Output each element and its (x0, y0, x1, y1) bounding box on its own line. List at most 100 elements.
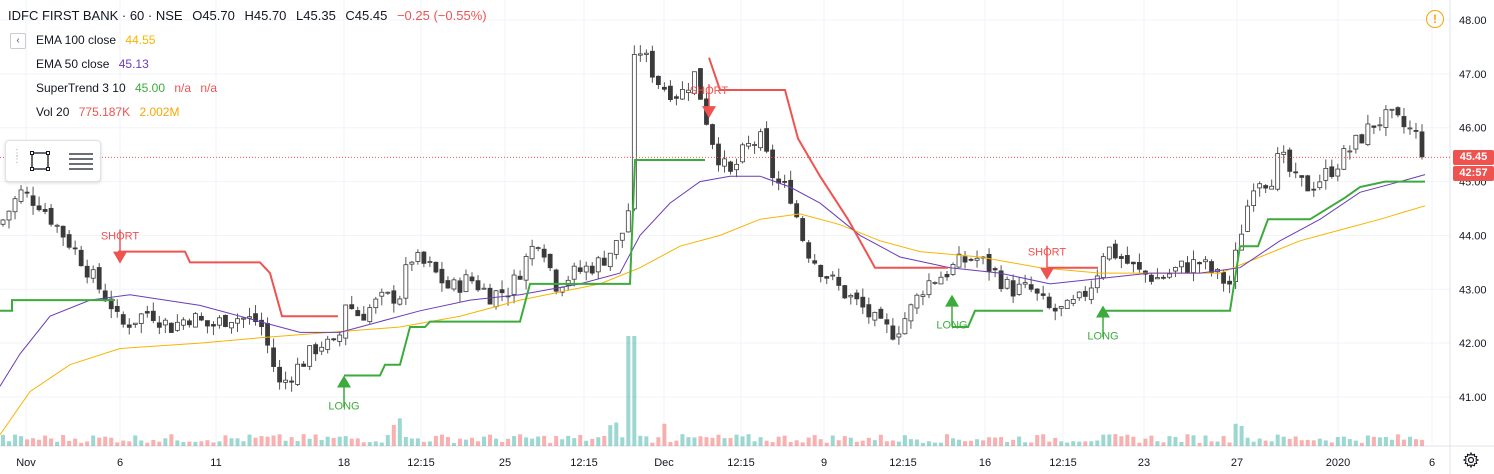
volume-bar (241, 441, 246, 446)
time-tick-label: 25 (499, 457, 511, 469)
candle-body (692, 71, 697, 94)
candle-body (186, 320, 192, 326)
alert-circle-icon[interactable]: ! (1426, 10, 1444, 28)
candle-body (1022, 282, 1028, 285)
candle-body (0, 219, 6, 225)
volume-bar (427, 441, 432, 446)
candle-body (6, 210, 12, 221)
candle-body (1082, 290, 1088, 297)
time-tick-label: 23 (1138, 457, 1150, 469)
indicator-supertrend[interactable]: SuperTrend 3 10 45.00 n/a n/a (36, 81, 217, 95)
supertrend-down-line (118, 250, 338, 318)
ema100-line (0, 205, 1426, 435)
candle-body (259, 319, 264, 328)
volume-bar (830, 435, 835, 446)
indicator-ema100[interactable]: EMA 100 close 44.55 (36, 33, 155, 47)
supertrend-up-line (952, 309, 1043, 328)
volume-bar (824, 442, 829, 446)
candle-body (319, 346, 325, 352)
candle-body (205, 320, 210, 327)
candle-body (457, 280, 463, 293)
candle-body (427, 261, 433, 263)
candle-body (433, 261, 439, 273)
candle-body (686, 89, 691, 93)
volume-bar (397, 418, 402, 446)
indicator-value: 44.55 (125, 33, 156, 47)
gear-icon[interactable] (1463, 452, 1479, 468)
volume-bar (121, 440, 126, 446)
candle-body (84, 265, 90, 278)
candle-body (1106, 246, 1112, 260)
volume-bar (854, 441, 859, 446)
volume-bar (1173, 437, 1178, 446)
volume-bar (554, 436, 559, 446)
volume-bar (325, 436, 330, 446)
indicator-ema50[interactable]: EMA 50 close 45.13 (36, 57, 149, 71)
volume-bar (596, 437, 601, 446)
volume-bar (463, 439, 468, 446)
volume-bar (476, 441, 480, 446)
volume-bar (842, 436, 847, 446)
candle-body (66, 234, 72, 248)
candle-body (403, 264, 409, 299)
time-tick-label: Nov (16, 457, 36, 469)
indicator-value: 775.187K (78, 105, 131, 119)
volume-bar (43, 435, 48, 446)
time-tick-label: 11 (210, 457, 221, 469)
volume-bar (644, 436, 649, 446)
volume-bar (999, 437, 1004, 446)
candle-body (1377, 124, 1383, 127)
candle-body (271, 347, 276, 367)
candle-body (144, 311, 150, 314)
candle-body (72, 247, 78, 250)
rectangle-tool-icon[interactable] (28, 149, 52, 173)
volume-bar (61, 434, 66, 446)
volume-bar (1287, 438, 1292, 446)
candle-body (199, 315, 204, 321)
candle-body (1203, 259, 1208, 263)
candle-body (1371, 125, 1377, 128)
candle-body (806, 242, 812, 259)
volume-bar (31, 438, 36, 446)
candle-body (108, 298, 114, 310)
volume-bar (85, 441, 90, 446)
volume-bar (740, 436, 745, 446)
volume-bar (1011, 439, 1016, 446)
drag-handle-icon[interactable]: ⋮ ⋮ (12, 148, 22, 165)
volume-bar (1317, 438, 1322, 446)
candle-body (30, 195, 36, 206)
volume-bar (217, 441, 222, 446)
volume-bar (157, 441, 162, 446)
candle-body (836, 276, 842, 286)
horizontal-lines-icon[interactable] (68, 149, 94, 173)
volume-bar (710, 437, 715, 446)
candle-body (361, 313, 367, 321)
volume-bar (13, 434, 18, 446)
candle-body (120, 314, 126, 325)
volume-bar (1149, 435, 1154, 446)
candle-body (180, 319, 186, 326)
candle-body (1311, 188, 1317, 191)
volume-bar (343, 436, 348, 446)
volume-bar (776, 436, 781, 446)
volume-bar (151, 439, 156, 446)
indicator-label: EMA 50 close (36, 57, 110, 71)
candle-body (247, 316, 252, 319)
candle-body (541, 248, 547, 258)
volume-bar (698, 436, 703, 446)
volume-bar (199, 441, 204, 446)
volume-bar (878, 434, 883, 446)
volume-bar (439, 434, 444, 446)
indicator-volume[interactable]: Vol 20 775.187K 2.002M (36, 105, 179, 119)
legend-collapse-button[interactable]: ‹ (10, 33, 26, 49)
volume-bar (704, 437, 709, 446)
candle-body (493, 290, 499, 308)
volume-bar (836, 440, 841, 446)
candle-body (223, 314, 228, 328)
volume-bar (103, 436, 108, 446)
volume-bar (133, 435, 138, 446)
volume-bar (1131, 436, 1136, 446)
volume-bar (1113, 434, 1118, 446)
